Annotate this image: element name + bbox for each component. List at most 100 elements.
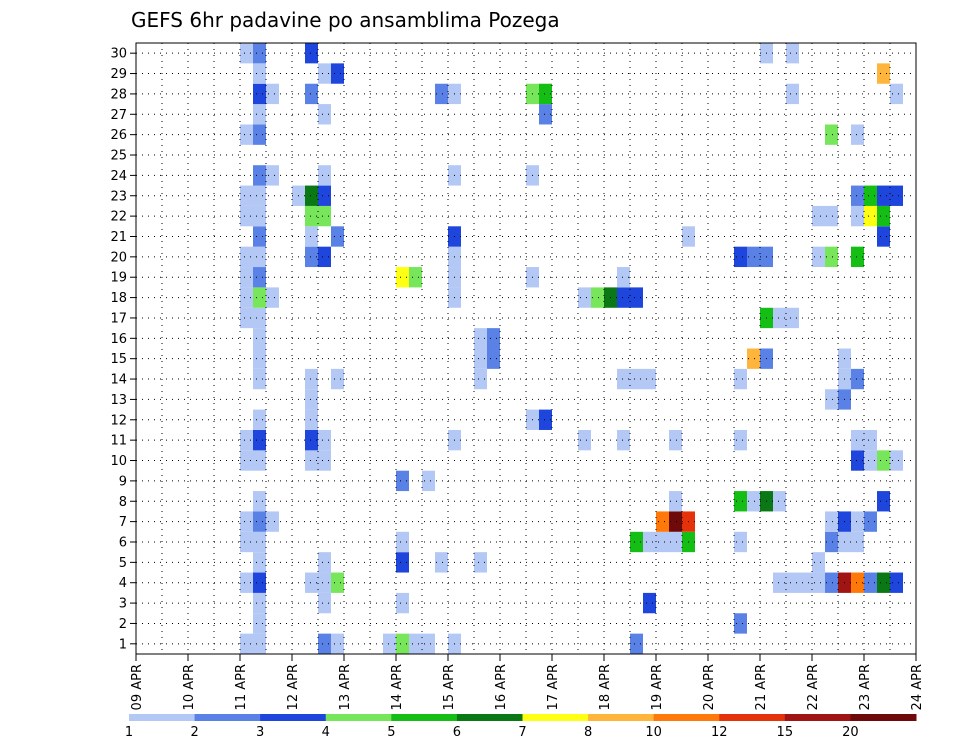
legend-level-label: 20 (842, 725, 859, 740)
legend-swatch (522, 714, 589, 721)
heatmap-cell (396, 470, 409, 492)
heatmap-cell (786, 307, 799, 329)
heatmap-cell (851, 124, 864, 145)
heatmap-cell (799, 572, 812, 593)
x-tick-label: 23 APR (858, 664, 873, 710)
heatmap-cell (812, 246, 825, 268)
heatmap-cell (240, 633, 253, 654)
heatmap-cell (240, 450, 253, 471)
y-tick-label: 23 (110, 189, 127, 204)
heatmap-cell (669, 531, 682, 553)
heatmap-cell (890, 83, 903, 105)
y-tick-label: 24 (110, 169, 127, 184)
heatmap-cell (240, 43, 253, 64)
heatmap-cell (474, 368, 487, 390)
heatmap-cell (253, 633, 266, 654)
x-tick-label: 17 APR (546, 664, 561, 710)
y-tick-label: 27 (110, 108, 127, 123)
plot-frame (135, 42, 917, 655)
heatmap-cell (864, 205, 877, 227)
y-tick-label: 21 (110, 230, 127, 245)
heatmap-cell (539, 83, 552, 105)
heatmap-cell (396, 633, 409, 654)
heatmap-cell (253, 368, 266, 390)
heatmap-cell (825, 389, 838, 410)
heatmap-cell (643, 368, 656, 390)
heatmap-cell (825, 246, 838, 268)
y-tick-label: 18 (110, 291, 127, 306)
heatmap-cell (877, 63, 890, 84)
y-tick-label: 25 (110, 149, 127, 164)
heatmap-cell (877, 450, 890, 471)
heatmap-cell (253, 592, 266, 614)
heatmap-cell (747, 246, 760, 268)
heatmap-cell (253, 491, 266, 512)
heatmap-cell (266, 83, 279, 105)
x-tick-label: 12 APR (286, 664, 301, 710)
x-tick-label: 11 APR (234, 664, 249, 710)
heatmap-cell (318, 185, 331, 206)
heatmap-cell (734, 429, 747, 451)
legend-swatch (129, 714, 196, 721)
heatmap-cell (253, 552, 266, 573)
heatmap-cell (877, 572, 890, 593)
heatmap-cell (396, 531, 409, 553)
x-tick-label: 22 APR (806, 664, 821, 710)
legend-level-label: 3 (256, 725, 264, 740)
heatmap-cell (253, 205, 266, 227)
legend-level-label: 7 (518, 725, 526, 740)
y-tick-label: 11 (110, 434, 127, 449)
heatmap-cell (864, 450, 877, 471)
y-tick-label: 2 (119, 617, 127, 632)
heatmap-cell (318, 104, 331, 125)
heatmap-cell (877, 226, 890, 247)
heatmap-cell (877, 205, 890, 227)
heatmap-cell (747, 348, 760, 369)
heatmap-cell (825, 511, 838, 532)
heatmap-cell (435, 83, 448, 105)
y-tick-label: 13 (110, 393, 127, 408)
y-tick-label: 8 (119, 495, 127, 510)
heatmap-cell (253, 328, 266, 349)
heatmap-cell (578, 287, 591, 308)
heatmap-cell (318, 633, 331, 654)
legend-swatch (260, 714, 327, 721)
heatmap-cell (851, 205, 864, 227)
heatmap-cell (305, 429, 318, 451)
heatmap-cell (305, 389, 318, 410)
heatmap-cell (825, 531, 838, 553)
heatmap-cell (318, 205, 331, 227)
y-tick-label: 17 (110, 311, 127, 326)
heatmap-cell (786, 83, 799, 105)
heatmap-cell (318, 63, 331, 84)
heatmap-cell (253, 43, 266, 64)
heatmap-cell (240, 205, 253, 227)
heatmap-cell (396, 267, 409, 288)
heatmap-cell (240, 572, 253, 593)
heatmap-cell (851, 531, 864, 553)
heatmap-cell (396, 552, 409, 573)
heatmap-cell (851, 511, 864, 532)
heatmap-cell (240, 511, 253, 532)
heatmap-cell (890, 450, 903, 471)
heatmap-cell (253, 124, 266, 145)
heatmap-cell (318, 592, 331, 614)
heatmap-cell (474, 328, 487, 349)
grid-layer (136, 43, 916, 654)
heatmap-cell (305, 83, 318, 105)
legend-swatch (194, 714, 261, 721)
y-tick-label: 1 (119, 637, 127, 652)
heatmap-cell (734, 531, 747, 553)
heatmap-cell (253, 572, 266, 593)
legend-level-label: 15 (777, 725, 794, 740)
legend-swatch (850, 714, 917, 721)
heatmap-cell (318, 552, 331, 573)
heatmap-cell (253, 429, 266, 451)
y-tick-label: 4 (119, 576, 127, 591)
heatmap-cell (253, 83, 266, 105)
legend-level-label: 6 (453, 725, 461, 740)
legend-level-label: 12 (711, 725, 728, 740)
heatmap-cell (669, 429, 682, 451)
heatmap-cell (643, 592, 656, 614)
heatmap-cell (812, 205, 825, 227)
